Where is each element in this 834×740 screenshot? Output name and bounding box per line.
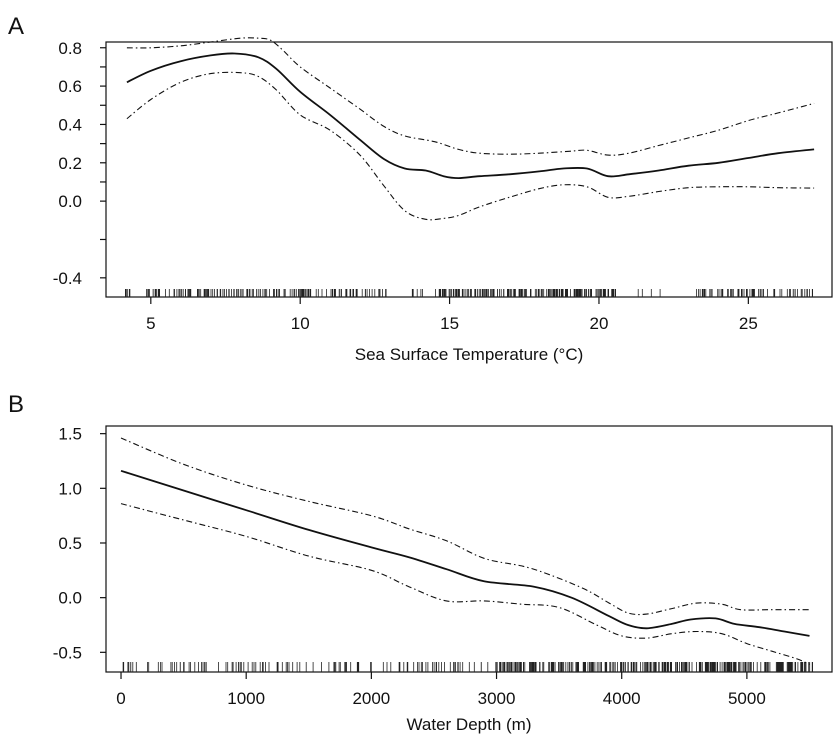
x-tick-label: 25 bbox=[739, 314, 758, 333]
series-line-upper bbox=[126, 37, 815, 156]
x-tick-label: 10 bbox=[291, 314, 310, 333]
panel-b-x-axis: 0 1000 2000 3000 4000 5000 bbox=[116, 672, 766, 708]
y-tick-label: -0.5 bbox=[53, 643, 82, 662]
series-line-lower bbox=[126, 71, 815, 221]
y-tick-label: 0.4 bbox=[58, 115, 82, 134]
x-tick-label: 20 bbox=[590, 314, 609, 333]
rug-ticks bbox=[122, 662, 813, 672]
x-tick-label: 5000 bbox=[728, 689, 766, 708]
panel-b-label: B bbox=[8, 391, 24, 418]
y-tick-label: 0.6 bbox=[58, 77, 82, 96]
series-line-estimate bbox=[120, 469, 810, 637]
panel-a-x-axis-title: Sea Surface Temperature (°C) bbox=[355, 345, 584, 364]
x-tick-label: 2000 bbox=[352, 689, 390, 708]
panel-b-y-axis: -0.5 0.0 0.5 1.0 1.5 bbox=[53, 425, 106, 662]
y-tick-label: 0.0 bbox=[58, 192, 82, 211]
panel-a-chart: A -0.4 0.0 0.2 0.4 0.6 0.8 5 10 15 20 25 Sea Surf… bbox=[8, 13, 833, 364]
panel-a-y-axis: -0.4 0.0 0.2 0.4 0.6 0.8 bbox=[53, 39, 106, 288]
series-line-estimate bbox=[126, 52, 815, 180]
y-tick-label: 0.5 bbox=[58, 534, 82, 553]
panel-b-chart: B -0.5 0.0 0.5 1.0 1.5 0 1000 2000 3000 4000 5000… bbox=[8, 391, 833, 734]
x-tick-label: 1000 bbox=[227, 689, 265, 708]
y-tick-label: -0.4 bbox=[53, 269, 82, 288]
y-tick-label: 0.2 bbox=[58, 154, 82, 173]
y-tick-label: 1.5 bbox=[58, 425, 82, 444]
x-tick-label: 0 bbox=[116, 689, 125, 708]
panel-a-plot-frame bbox=[105, 41, 833, 298]
rug-ticks bbox=[125, 289, 813, 297]
panel-b-x-axis-title: Water Depth (m) bbox=[406, 715, 531, 734]
series-line-upper bbox=[120, 437, 810, 616]
y-tick-label: 0.8 bbox=[58, 39, 82, 58]
panel-b-plot-frame bbox=[105, 425, 833, 673]
series-line-lower bbox=[120, 503, 810, 665]
panel-a-rug-marks bbox=[125, 289, 813, 297]
panel-a-series bbox=[126, 37, 815, 221]
y-tick-label: 1.0 bbox=[58, 479, 82, 498]
panel-a-label: A bbox=[8, 13, 24, 40]
x-tick-label: 3000 bbox=[478, 689, 516, 708]
x-tick-label: 4000 bbox=[603, 689, 641, 708]
x-tick-label: 15 bbox=[440, 314, 459, 333]
panel-b-rug-marks bbox=[122, 662, 813, 672]
x-tick-label: 5 bbox=[146, 314, 155, 333]
y-tick-label: 0.0 bbox=[58, 589, 82, 608]
panel-b-series bbox=[120, 437, 810, 665]
panel-a-x-axis: 5 10 15 20 25 bbox=[146, 297, 758, 333]
